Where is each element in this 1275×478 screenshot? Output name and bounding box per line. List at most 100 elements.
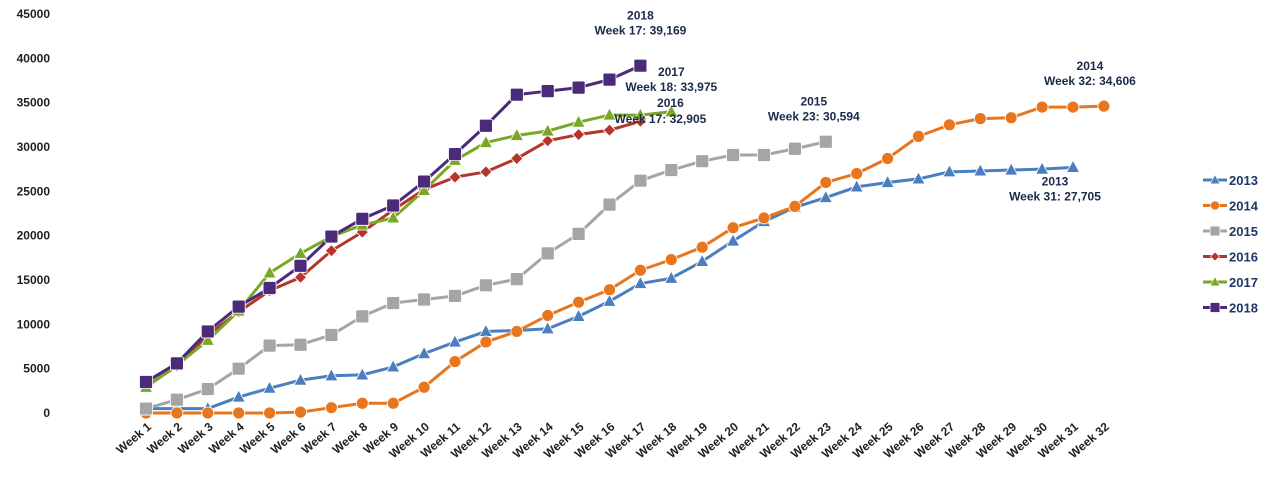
legend-label: 2018 [1229,301,1258,316]
data-point-2017 [571,114,586,128]
data-point-2017 [478,134,494,148]
series-2015 [139,134,833,416]
data-point-2017 [416,182,432,196]
data-point-2013 [571,308,586,322]
data-point-2013 [231,389,246,403]
data-point-2014 [510,325,524,338]
data-point-2016 [479,165,493,179]
data-point-2016 [324,244,338,258]
data-point-2015 [695,154,710,169]
data-point-2018 [571,80,586,95]
plot-area [138,58,1111,420]
y-tick-label: 5000 [23,362,50,376]
legend-marker [1209,225,1221,237]
data-point-2013 [664,270,679,284]
data-point-2013 [880,174,895,188]
legend-marker [1210,251,1220,262]
series-2017 [138,103,679,393]
data-point-2013 [416,345,432,359]
data-point-2015 [169,392,184,407]
data-point-2013 [386,359,401,373]
series-2018 [139,58,648,389]
annotation-value: Week 18: 33,975 [625,80,717,94]
data-point-2014 [1066,100,1080,114]
annotation-year: 2013 [1042,174,1069,188]
series-line-2015 [145,140,827,411]
legend-item-2013: 2013 [1203,173,1258,188]
data-point-2014 [541,309,555,322]
data-point-2015 [386,296,401,310]
y-tick-label: 25000 [17,184,51,198]
annotation-year: 2015 [800,95,827,109]
data-point-2018 [633,58,648,73]
legend-marker [1209,302,1221,313]
data-point-2014 [448,355,462,368]
legend: 2013 2014 2015 2016 2017 2018 [1203,173,1259,316]
data-point-2017 [602,107,617,121]
y-axis: 0 5000 10000 15000 20000 25000 30000 35000 40000… [17,7,51,420]
data-point-2015 [448,289,462,303]
legend-label: 2013 [1229,173,1258,188]
data-point-2018 [169,356,184,371]
data-point-2013 [633,275,648,289]
data-point-2014 [1097,99,1111,113]
data-point-2017 [200,332,215,346]
data-point-2018 [602,72,617,87]
data-point-2013 [602,293,617,307]
annotation-value: Week 32: 34,606 [1044,74,1136,88]
data-point-2013 [324,367,339,382]
data-point-2018 [417,174,432,189]
legend-label: 2015 [1229,224,1258,239]
data-point-2014 [572,295,585,309]
data-point-2018 [262,281,277,295]
data-point-2015 [139,401,153,416]
series-line-2017 [145,110,672,389]
annotation-year: 2014 [1077,59,1104,73]
data-point-2014 [201,406,215,420]
data-point-2013 [818,189,833,203]
data-point-2014 [603,283,616,297]
legend-item-2016: 2016 [1203,250,1258,265]
y-tick-label: 40000 [17,51,51,65]
y-tick-label: 15000 [17,273,51,287]
data-point-2015 [818,134,833,149]
data-point-2014 [850,167,864,181]
series-2013 [138,159,1081,414]
data-point-2014 [943,118,956,132]
data-point-2015 [788,141,802,156]
data-point-2014 [386,396,400,410]
series-2016 [139,114,647,393]
y-tick-label: 0 [43,406,50,420]
data-point-2018 [139,375,153,389]
data-point-2015 [293,337,308,352]
data-point-2015 [262,338,277,353]
data-point-2018 [355,211,370,226]
data-point-2015 [200,382,215,396]
data-point-2014 [1035,100,1049,114]
data-point-2018 [448,147,462,161]
data-point-2014 [726,221,740,235]
data-point-2016 [541,134,555,148]
legend-marker [1209,276,1221,287]
data-point-2014 [294,405,307,419]
y-tick-label: 30000 [17,140,51,154]
legend-marker [1210,200,1220,211]
legend-label: 2014 [1229,199,1259,214]
annotation-value: Week 31: 27,705 [1009,189,1101,203]
data-point-2015 [602,197,617,212]
data-point-2015 [231,361,246,376]
data-point-2014 [788,200,802,213]
annotation-value: Week 23: 30,594 [768,110,860,124]
data-point-2017 [509,127,524,141]
data-point-2018 [324,229,339,244]
data-point-2014 [757,211,771,225]
legend-marker [1209,174,1221,185]
data-point-2014 [355,396,369,410]
data-point-2014 [232,406,246,420]
data-point-2015 [633,173,648,188]
